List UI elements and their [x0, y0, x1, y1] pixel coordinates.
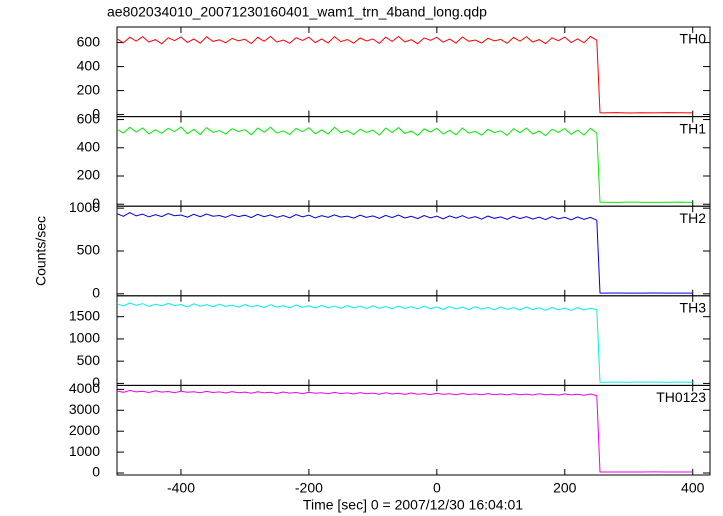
y-tick-label: 600 — [77, 33, 101, 49]
y-tick-label: 1500 — [69, 307, 100, 323]
y-tick-label: 500 — [77, 352, 101, 368]
x-tick-label: 0 — [433, 480, 441, 496]
y-tick-label: 0 — [92, 464, 100, 480]
light-curve — [116, 389, 693, 473]
series-label: TH1 — [680, 120, 707, 136]
series-label: TH0 — [680, 31, 707, 47]
y-tick-label: 2000 — [69, 422, 100, 438]
x-tick-label: -200 — [295, 480, 323, 496]
y-tick-label: 1000 — [69, 443, 100, 459]
y-tick-label: 200 — [77, 81, 101, 97]
y-tick-label: 1000 — [69, 199, 100, 215]
series-label: TH2 — [680, 210, 707, 226]
x-tick-label: 200 — [553, 480, 577, 496]
series-label: TH3 — [680, 300, 707, 316]
y-tick-label: 600 — [77, 110, 101, 126]
y-tick-label: 200 — [77, 167, 101, 183]
panel-frame — [116, 295, 711, 386]
light-curve — [116, 302, 693, 383]
panel-frame — [116, 116, 711, 207]
y-tick-label: 0 — [92, 374, 100, 390]
x-tick-label: -400 — [167, 480, 195, 496]
series-label: TH0123 — [656, 389, 706, 405]
x-tick-label: 400 — [681, 480, 705, 496]
y-tick-label: 3000 — [69, 401, 100, 417]
panel-frame — [116, 205, 711, 297]
y-tick-label: 400 — [77, 138, 101, 154]
y-tick-label: 1000 — [69, 330, 100, 346]
y-tick-label: 0 — [92, 285, 100, 301]
y-tick-label: 0 — [92, 195, 100, 211]
panel-frame — [116, 384, 711, 476]
y-tick-label: 400 — [77, 57, 101, 73]
y-tick-label: 4000 — [69, 380, 100, 396]
panel-frame — [116, 26, 711, 118]
y-tick-label: 0 — [92, 105, 100, 121]
x-axis-label: Time [sec] 0 = 2007/12/30 16:04:01 — [303, 497, 523, 513]
light-curve — [116, 126, 693, 203]
light-curve — [116, 35, 693, 114]
y-tick-label: 500 — [77, 242, 101, 258]
light-curve — [116, 212, 693, 294]
y-axis-label: Counts/sec — [33, 216, 49, 286]
chart-title: ae802034010_20071230160401_wam1_trn_4ban… — [107, 4, 487, 20]
